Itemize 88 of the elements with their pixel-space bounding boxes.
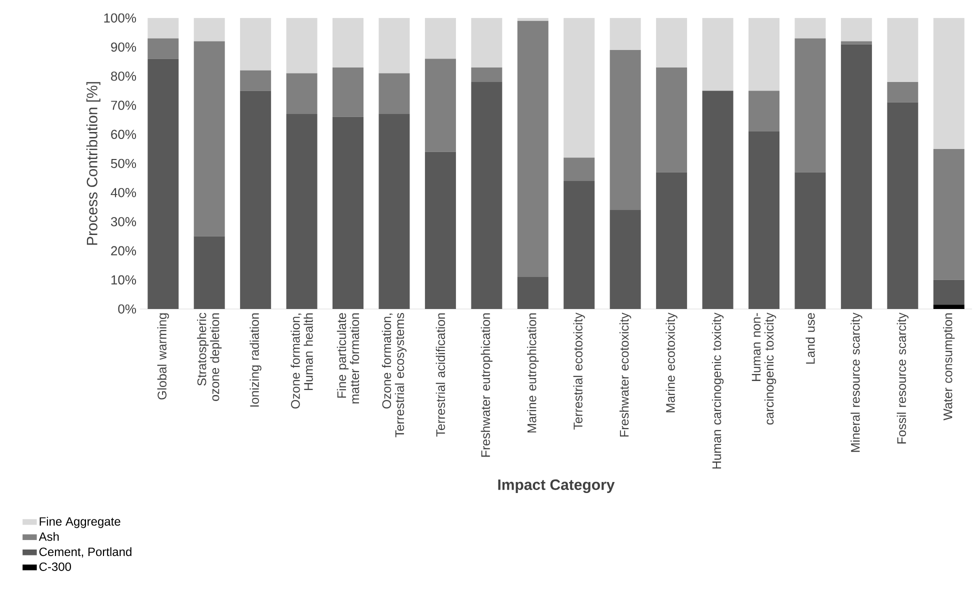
legend-label: Cement, Portland (39, 547, 132, 558)
bar (148, 58, 179, 309)
bar (933, 280, 964, 305)
bar (564, 180, 595, 309)
bar (840, 44, 872, 309)
y-axis-title: Process Contribution [%] (86, 82, 100, 245)
bar (887, 102, 918, 309)
y-tick-label: 20% (111, 246, 136, 256)
x-tick-label: Human non-carcinogenic toxicity (752, 312, 776, 425)
bar (471, 82, 502, 309)
bar (564, 18, 595, 158)
y-tick-label: 30% (110, 217, 136, 226)
bar (702, 18, 734, 91)
y-tick-label: 0% (118, 304, 136, 314)
x-tick-label: Ionizing radiation (250, 313, 262, 407)
y-tick-label: 90% (111, 42, 136, 52)
bar (286, 114, 318, 309)
x-tick-label: Terrestrial acidification (436, 313, 446, 437)
bar (794, 18, 826, 38)
y-tick-label: 50% (110, 158, 136, 168)
y-tick-label: 70% (111, 100, 136, 110)
x-tick-label: Mineral resource scarcity (850, 312, 862, 452)
x-tick-label: Freshwater ecotoxicity (620, 312, 632, 437)
x-tick-label: Fossil resource scarcity (896, 312, 908, 444)
x-tick-label: Terrestrial ecotoxicity (573, 312, 585, 430)
bar (148, 18, 179, 38)
bar (610, 50, 641, 210)
bar (424, 152, 456, 309)
bar (610, 18, 641, 50)
bar (332, 67, 364, 117)
bar (610, 210, 641, 309)
bar (748, 131, 780, 309)
bar (517, 20, 548, 277)
bar (887, 82, 918, 102)
x-tick-label: Ozone formation, Human health (290, 313, 313, 408)
y-tick-label: 10% (111, 275, 136, 284)
bar (471, 18, 502, 68)
y-tick-label: 40% (110, 188, 136, 198)
x-tick-label: Marine ecotoxicity (666, 312, 678, 412)
bar (564, 158, 595, 181)
bar (840, 18, 872, 42)
bar (933, 18, 964, 149)
bar (424, 58, 456, 152)
bar (656, 67, 688, 172)
bar (517, 276, 548, 309)
bar (332, 18, 364, 68)
bar (286, 73, 318, 114)
bar (748, 90, 780, 132)
bar (424, 18, 456, 59)
y-tick-label: 60% (111, 130, 136, 139)
legend-label: C-300 (39, 562, 72, 571)
bar (240, 90, 272, 309)
x-axis-title: Impact Category (498, 479, 615, 494)
bar (240, 70, 272, 91)
x-tick-label: Stratospheric ozone depletion (197, 312, 222, 401)
bar (517, 18, 548, 21)
y-tick-label: 100% (104, 13, 136, 23)
bar (240, 18, 272, 70)
x-tick-label: Ozone formation, Terrestrial ecosystems (382, 312, 407, 438)
bar (378, 73, 410, 114)
bar (194, 18, 225, 42)
bar (933, 148, 964, 280)
bar (887, 18, 918, 82)
bar (194, 41, 225, 236)
bar (702, 90, 734, 309)
bar (286, 18, 318, 74)
bar (471, 67, 502, 82)
x-tick-label: Fine particulate matter formation (336, 313, 360, 404)
x-tick-label: Water consumption (943, 313, 955, 420)
x-tick-label: Marine eutrophication (527, 313, 539, 432)
bar (194, 236, 225, 309)
bar (378, 114, 410, 309)
bar (794, 172, 826, 309)
legend-label: Fine Aggregate (40, 516, 120, 528)
bar (148, 38, 179, 59)
legend-label: Ash (38, 532, 59, 541)
bar (656, 18, 688, 68)
x-tick-label: Freshwater eutrophication (480, 313, 492, 457)
bar (656, 172, 688, 309)
x-tick-label: Human carcinogenic toxicity (712, 312, 724, 469)
x-tick-label: Land use (806, 313, 815, 364)
bar (378, 18, 410, 74)
bar (794, 38, 826, 172)
bar (748, 18, 780, 91)
bar (933, 304, 964, 309)
bar (332, 116, 364, 309)
x-tick-label: Global warming (157, 313, 169, 400)
y-tick-label: 80% (111, 72, 136, 81)
